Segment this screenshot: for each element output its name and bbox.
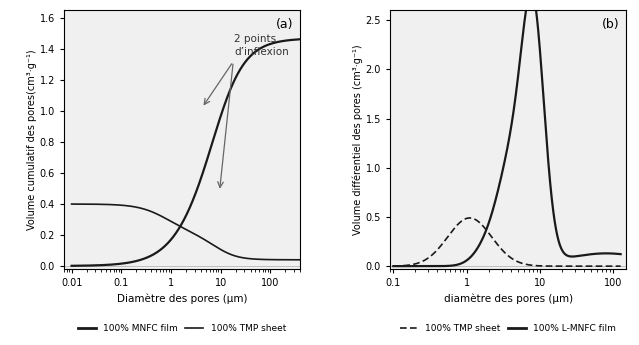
- Text: 2 points
d’inflexion: 2 points d’inflexion: [235, 34, 289, 57]
- Legend: 100% MNFC film, 100% TMP sheet: 100% MNFC film, 100% TMP sheet: [75, 320, 289, 336]
- Text: (b): (b): [601, 18, 619, 31]
- Text: (a): (a): [275, 18, 293, 31]
- Y-axis label: Volume différentiel des pores (cm³·g⁻¹): Volume différentiel des pores (cm³·g⁻¹): [352, 45, 363, 235]
- X-axis label: diamètre des pores (μm): diamètre des pores (μm): [443, 294, 573, 304]
- Legend: 100% TMP sheet, 100% L-MNFC film: 100% TMP sheet, 100% L-MNFC film: [396, 320, 620, 336]
- X-axis label: Diamètre des pores (μm): Diamètre des pores (μm): [117, 294, 247, 304]
- Y-axis label: Volume cumulatif des pores(cm³·g⁻¹): Volume cumulatif des pores(cm³·g⁻¹): [27, 49, 36, 230]
